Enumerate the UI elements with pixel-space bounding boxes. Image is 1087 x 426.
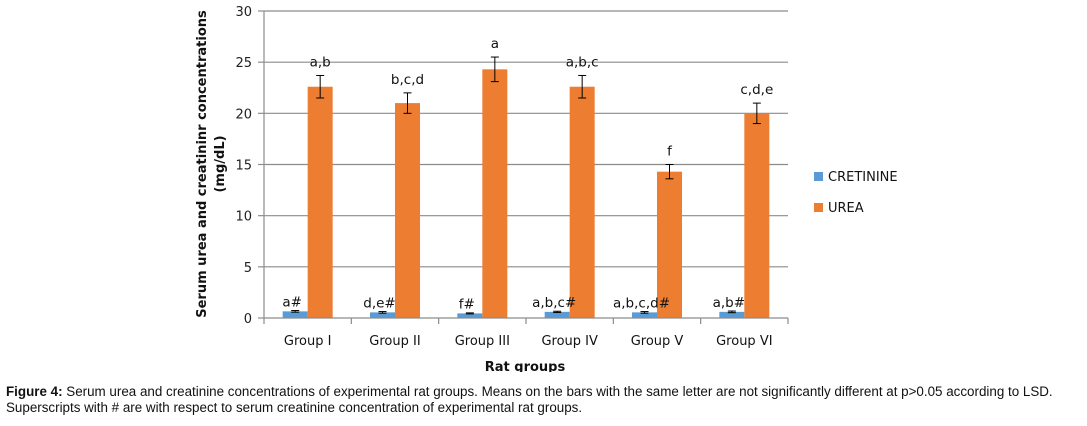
x-axis-tick-labels: Group I Group II Group III Group IV Group V G… — [284, 334, 773, 349]
x-tick-label: Group IV — [541, 334, 598, 349]
bar-chart: 0 5 10 15 20 25 30 a# a,b d,e# b,c,d f# a a,b,c# a,b,… — [195, 5, 898, 372]
y-axis-title: Serum urea and creatininr concentrations… — [195, 10, 228, 318]
annotation-cretinine: d,e# — [363, 295, 395, 311]
x-axis-title: Rat groups — [485, 360, 566, 372]
y-tick-label: 30 — [235, 5, 252, 20]
bars — [282, 69, 770, 318]
y-tick-label: 25 — [235, 56, 252, 71]
y-tick-label: 15 — [235, 159, 252, 174]
x-tick-label: Group II — [369, 334, 420, 349]
bar-cretinine — [370, 312, 395, 318]
annotation-cretinine: f# — [459, 296, 475, 312]
legend-label-urea: UREA — [828, 201, 864, 216]
bar-cretinine — [544, 311, 570, 318]
y-tick-label: 20 — [235, 107, 252, 122]
bar-urea — [657, 171, 682, 318]
x-tick-label: Group VI — [716, 334, 772, 349]
x-tick-label: Group III — [455, 334, 510, 349]
y-axis-title-line-2: (mg/dL) — [213, 135, 228, 192]
bar-urea — [307, 86, 333, 318]
x-axis — [263, 317, 789, 324]
caption-text: Serum urea and creatinine concentrations… — [6, 384, 1053, 415]
annotation-urea: b,c,d — [391, 72, 424, 88]
annotation-cretinine: a,b# — [713, 295, 745, 311]
y-axis-ticks: 0 5 10 15 20 25 30 — [235, 5, 265, 327]
x-tick-label: Group I — [284, 334, 332, 349]
y-axis-title-line-1: Serum urea and creatininr concentrations — [195, 10, 210, 318]
bar-cretinine — [282, 311, 308, 318]
x-tick-label: Group V — [631, 334, 684, 349]
annotation-cretinine: a# — [282, 294, 302, 310]
gridlines — [264, 10, 788, 268]
legend-swatch-urea — [814, 203, 823, 212]
legend: CRETININE UREA — [814, 170, 898, 216]
annotation-urea: f — [667, 144, 673, 160]
y-tick-label: 10 — [235, 210, 252, 225]
legend-label-cretinine: CRETININE — [828, 170, 898, 185]
annotation-urea: c,d,e — [740, 82, 773, 98]
annotation-urea: a,b — [310, 54, 331, 70]
annotation-cretinine: a,b,c# — [532, 295, 576, 311]
annotation-cretinine: a,b,c,d# — [613, 295, 670, 311]
bar-cretinine — [719, 311, 745, 318]
bar-urea — [744, 113, 770, 318]
bar-urea — [569, 86, 595, 318]
y-tick-label: 5 — [244, 261, 252, 276]
figure-label: Figure 4: — [6, 384, 63, 399]
bar-annotations: a# a,b d,e# b,c,d f# a a,b,c# a,b,c a,b,c,d# f a,b… — [282, 36, 773, 312]
annotation-urea: a,b,c — [566, 54, 599, 70]
figure-caption: Figure 4: Serum urea and creatinine conc… — [6, 384, 1086, 416]
bar-cretinine — [457, 313, 483, 318]
bar-cretinine — [632, 312, 657, 318]
error-bars — [291, 56, 761, 315]
legend-swatch-cretinine — [814, 172, 823, 181]
annotation-urea: a — [491, 36, 499, 52]
y-tick-label: 0 — [244, 312, 252, 327]
bar-urea — [395, 103, 420, 318]
bar-urea — [482, 69, 508, 318]
